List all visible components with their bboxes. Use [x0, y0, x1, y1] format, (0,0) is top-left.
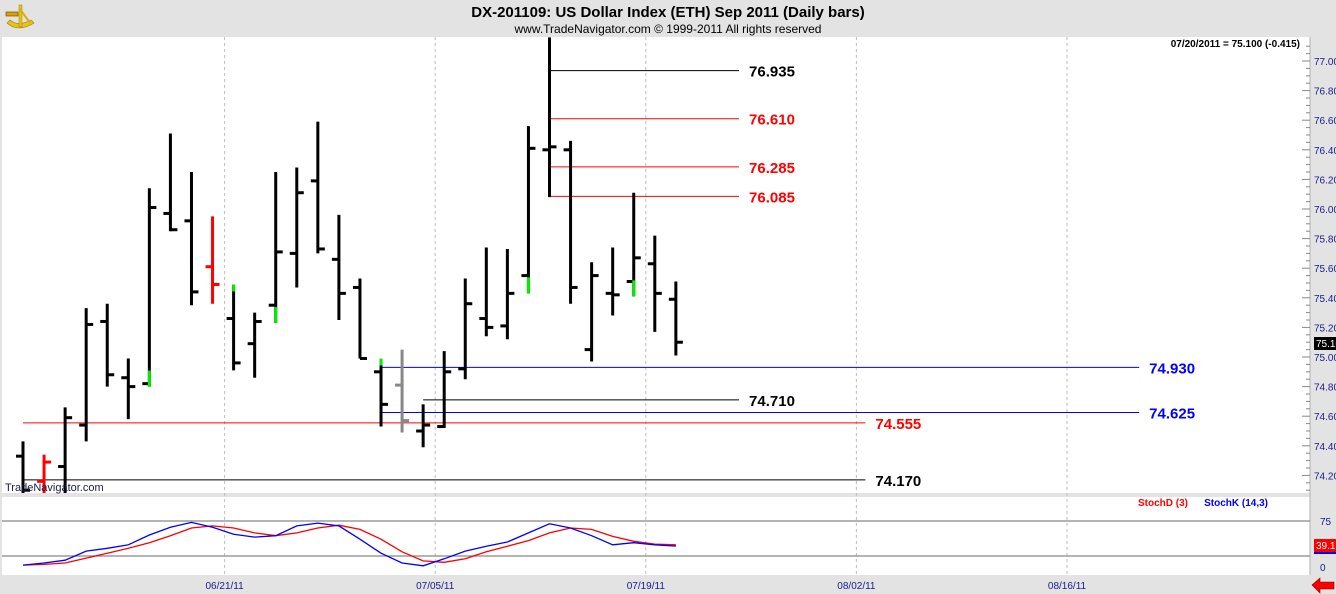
- level-label: 76.285: [749, 160, 795, 177]
- price-tick-label: 75.600: [1314, 264, 1336, 275]
- stochk-line: [22, 521, 676, 567]
- stoch-tick-label: 75: [1320, 517, 1332, 528]
- ohlc-bar: [647, 235, 662, 332]
- sextant-logo: [5, 4, 35, 29]
- ohlc-bar: [331, 214, 346, 320]
- ohlc-bar: [626, 192, 641, 297]
- ohlc-bar: [605, 247, 620, 316]
- price-tick-label: 74.400: [1314, 442, 1336, 453]
- price-tick-label: 76.400: [1314, 146, 1336, 157]
- ohlc-bar: [542, 37, 557, 198]
- last-price-box: [1314, 337, 1336, 350]
- ohlc-bar: [584, 262, 599, 362]
- ohlc-bar: [521, 126, 536, 294]
- ohlc-bar: [374, 358, 389, 427]
- price-axis: 74.200 74.400 74.600 74.800 75.000 75.200 75.4…: [1302, 45, 1336, 491]
- ohlc-bar: [437, 351, 452, 429]
- price-tick-label: 75.000: [1314, 353, 1336, 364]
- price-tick-label: 76.200: [1314, 175, 1336, 186]
- price-tick-label: 74.800: [1314, 383, 1336, 394]
- stochd-line: [22, 524, 676, 566]
- ohlc-bar: [163, 133, 178, 232]
- last-price-label: 75.100: [1316, 339, 1336, 350]
- ohlc-bar: [458, 278, 473, 380]
- ohlc-bar: [205, 216, 220, 304]
- ohlc-bar: [184, 172, 199, 306]
- ohlc-bar: [416, 404, 431, 448]
- ohlc-bar: [16, 441, 30, 493]
- ohlc-bar: [289, 167, 304, 288]
- ohlc-bar: [79, 308, 94, 442]
- chart-title: DX-201109: US Dollar Index (ETH) Sep 201…: [471, 4, 865, 21]
- ohlc-bar: [668, 281, 683, 356]
- level-label: 74.710: [749, 393, 795, 410]
- price-tick-label: 77.000: [1314, 57, 1336, 68]
- price-tick-label: 75.200: [1314, 323, 1336, 334]
- price-tick-label: 76.800: [1314, 87, 1336, 98]
- date-tick-label: 08/16/11: [1048, 581, 1087, 592]
- ohlc-bar: [268, 172, 283, 323]
- level-label: 74.930: [1149, 360, 1195, 377]
- last-stoch-label: 39.15: [1316, 541, 1336, 552]
- copyright-subtitle: www.TradeNavigator.com © 1999-2011 All r…: [514, 22, 822, 36]
- price-tick-label: 74.600: [1314, 412, 1336, 423]
- level-label: 74.625: [1149, 406, 1195, 423]
- ohlc-bar: [247, 312, 262, 378]
- last-stoch-box: [1314, 539, 1336, 552]
- price-tick-label: 76.000: [1314, 205, 1336, 216]
- price-tick-label: 75.400: [1314, 294, 1336, 305]
- level-label: 76.935: [749, 64, 795, 81]
- price-tick-label: 75.800: [1314, 235, 1336, 246]
- ohlc-bar: [500, 248, 515, 340]
- legend-stochd: StochD (3): [1138, 498, 1188, 509]
- date-tick-label: 07/05/11: [416, 581, 455, 592]
- level-label: 74.555: [875, 416, 921, 433]
- stoch-tick-label: 0: [1320, 563, 1326, 574]
- price-tick-label: 74.200: [1314, 471, 1336, 482]
- ohlc-bar: [310, 121, 325, 254]
- date-tick-label: 07/19/11: [627, 581, 666, 592]
- ohlc-bar: [563, 140, 578, 304]
- ohlc-bar: [121, 358, 136, 420]
- ohlc-bar: [479, 247, 494, 337]
- level-label: 76.610: [749, 112, 795, 129]
- ohlc-bars: [16, 37, 683, 493]
- price-tick-label: 76.600: [1314, 116, 1336, 127]
- ohlc-bar: [37, 454, 52, 493]
- legend-stochk: StochK (14,3): [1204, 498, 1268, 509]
- ohlc-bar: [352, 278, 367, 360]
- price-readout: 07/20/2011 = 75.100 (-0.415): [1171, 39, 1300, 50]
- stochastic-lines: 75 0: [2, 517, 1332, 574]
- ohlc-bar: [142, 188, 157, 387]
- ohlc-bar: [100, 303, 115, 387]
- ohlc-bar: [58, 407, 73, 493]
- scroll-left-arrow-icon[interactable]: [1311, 577, 1335, 594]
- level-label: 76.085: [749, 189, 795, 206]
- level-label: 74.170: [875, 473, 921, 490]
- watermark: TradeNavigator.com: [5, 482, 104, 494]
- stochastic-panel: [2, 497, 1310, 575]
- ohlc-bar: [395, 349, 410, 433]
- date-tick-label: 06/21/11: [206, 581, 245, 592]
- date-axis: 06/21/11 07/05/11 07/19/11 08/02/11 08/16/11: [206, 581, 1087, 592]
- ohlc-bar: [226, 284, 241, 371]
- date-tick-label: 08/02/11: [837, 581, 876, 592]
